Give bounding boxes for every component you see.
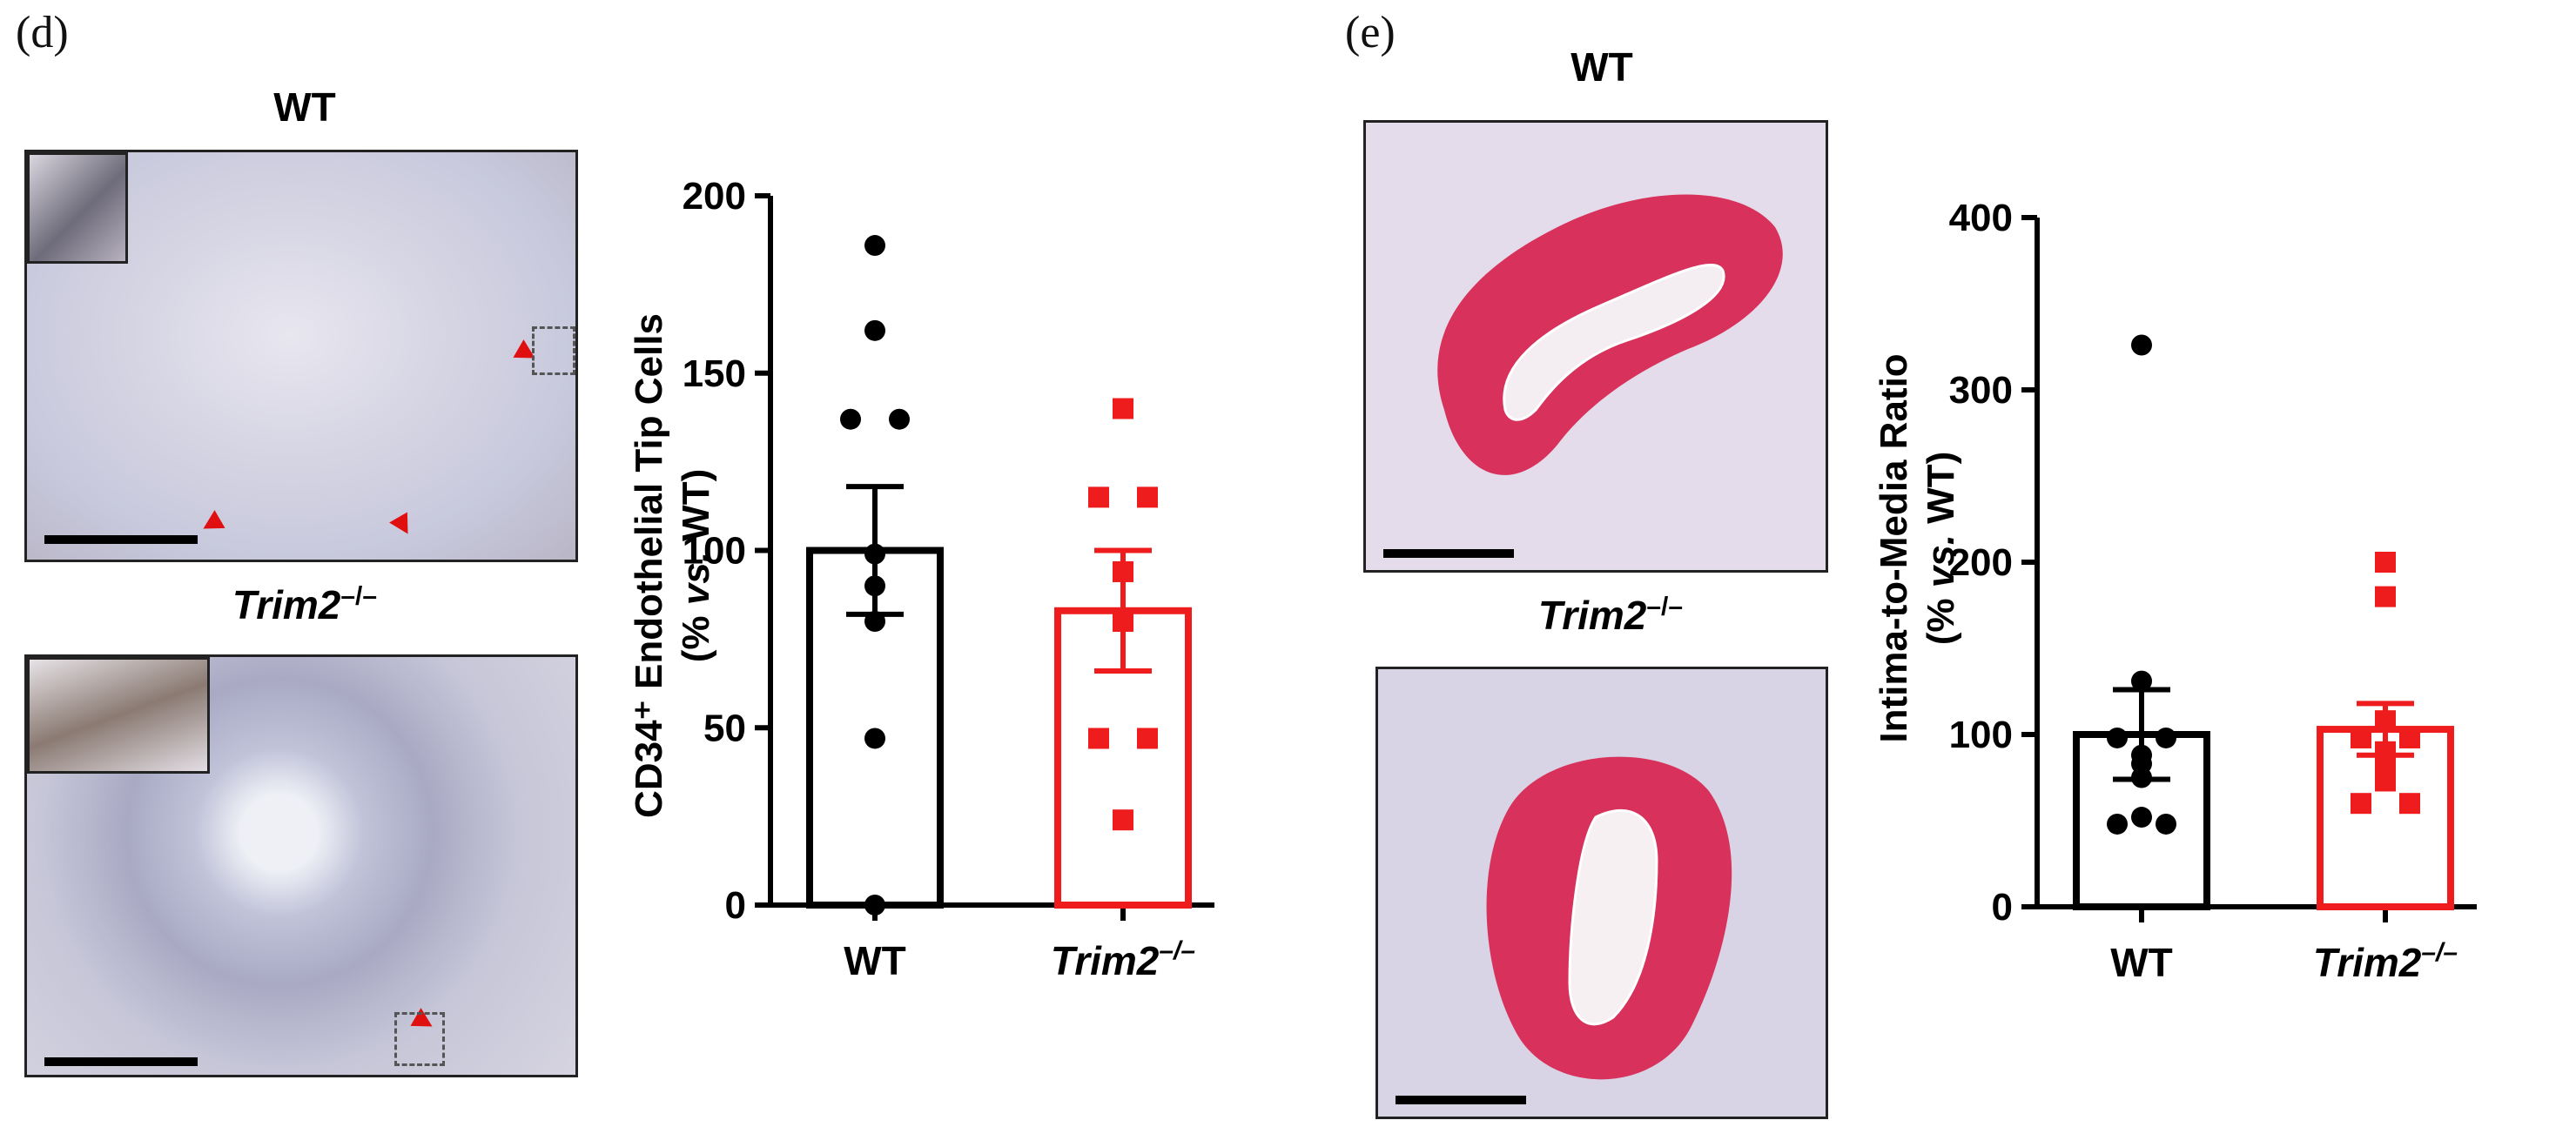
data-point-trim2 [2375,552,2396,573]
y-tick-label: 400 [1949,197,2013,239]
y-tick-label: 150 [683,352,746,395]
y-tick-label: 200 [683,175,746,218]
data-point-wt [864,895,885,916]
scale-bar [44,1057,198,1066]
panel-letter-d: (d) [16,8,69,57]
svg-text:CD34⁺ Endothelial Tip Cells: CD34⁺ Endothelial Tip Cells [628,313,670,818]
data-point-trim2 [1137,486,1158,508]
data-point-wt [864,611,885,632]
tip-cell-arrow-icon [389,512,417,540]
chart-cd34-tip-cells: CD34⁺ Endothelial Tip Cells (% vs. WT) 0… [628,175,1214,983]
micrograph-trim2-trichrome [1375,667,1828,1119]
data-point-trim2 [2351,727,2371,748]
scale-bar [44,535,198,544]
micrograph-trim2-cd34 [24,654,578,1077]
micrograph-title-wt-e: WT [1570,44,1633,90]
x-category-label: Trim2–/– [1051,936,1195,983]
y-tick-label: 50 [703,707,746,749]
svg-text:(% vs. WT): (% vs. WT) [675,469,717,662]
y-tick-label: 200 [1949,541,2013,584]
micrograph-title-wt-d: WT [273,84,336,130]
y-tick-label: 100 [1949,714,2013,756]
data-point-trim2 [2375,770,2396,792]
data-point-wt [2131,767,2152,788]
zoom-region-box [532,326,575,375]
data-point-wt [864,728,885,749]
data-point-trim2 [2375,710,2396,732]
data-point-wt [2131,670,2152,692]
svg-text:Intima-to-Media Ratio: Intima-to-Media Ratio [1873,353,1915,742]
data-point-trim2 [1088,728,1109,749]
y-axis-label: CD34⁺ Endothelial Tip Cells (% vs. WT) [628,313,717,818]
micrograph-wt-cd34 [24,150,578,562]
data-point-trim2 [1113,809,1133,831]
data-point-wt [864,319,885,341]
chart-intima-media-ratio: Intima-to-Media Ratio (% vs. WT) 0 100 200… [1873,197,2477,985]
data-point-wt [2131,807,2152,828]
data-point-trim2 [1113,398,1133,419]
x-category-label: Trim2–/– [2313,938,2458,985]
y-tick-label: 0 [1992,886,2013,929]
data-point-trim2 [1088,486,1109,508]
data-point-wt [2107,813,2128,835]
micrograph-inset [27,657,210,774]
data-point-wt [864,543,885,565]
data-point-trim2 [2399,793,2420,815]
data-point-trim2 [2375,586,2396,607]
x-category-label: WT [844,938,906,983]
zoom-region-box [394,1012,445,1066]
x-category-label: WT [2110,940,2173,985]
micrograph-title-trim2-d: Trim2–/– [232,581,378,627]
y-axis-label: Intima-to-Media Ratio (% vs. WT) [1873,353,1962,742]
data-point-wt [864,575,885,597]
data-point-trim2 [1113,560,1133,582]
tip-cell-arrow-icon [198,510,225,538]
svg-text:(% vs. WT): (% vs. WT) [1920,452,1962,645]
data-point-wt [840,408,861,430]
data-point-wt [2131,334,2152,356]
data-point-trim2 [1137,728,1158,749]
vessel-cross-section [1437,194,1783,475]
scale-bar [1396,1096,1526,1104]
y-tick-label: 100 [683,530,746,573]
data-point-trim2 [1113,611,1133,632]
vessel-cross-section [1486,756,1732,1080]
data-point-trim2 [2351,793,2371,815]
data-point-wt [2107,727,2128,748]
y-tick-label: 0 [725,884,746,927]
micrograph-wt-trichrome [1363,120,1828,573]
scale-bar [1383,549,1514,558]
data-point-wt [2156,727,2176,748]
panel-letter-e: (e) [1345,8,1396,57]
micrograph-inset [27,152,128,264]
data-point-wt [864,235,885,257]
data-point-trim2 [2399,727,2420,748]
micrograph-title-trim2-e: Trim2–/– [1537,592,1684,638]
data-point-wt [2156,813,2176,835]
data-point-wt [889,408,910,430]
y-tick-label: 300 [1949,369,2013,412]
